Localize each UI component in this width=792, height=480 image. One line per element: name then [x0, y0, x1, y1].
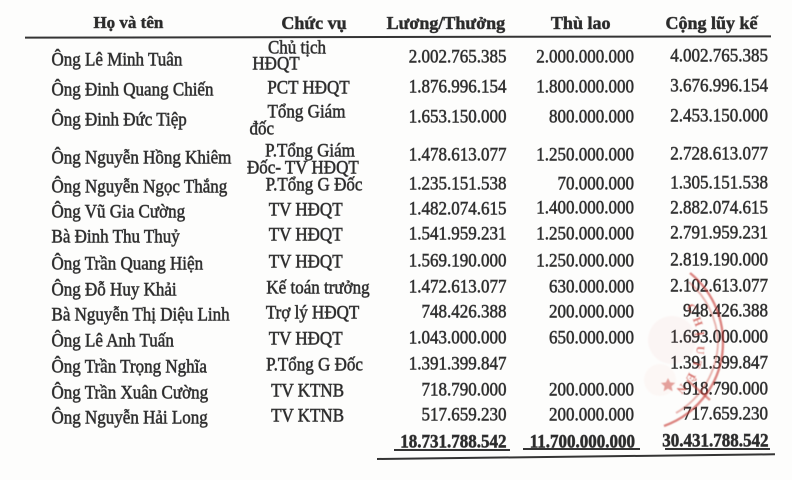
svg-text:C: C: [684, 302, 699, 316]
svg-text:T: T: [690, 359, 704, 370]
svg-text:U: U: [693, 346, 706, 356]
svg-text:Ị: Ị: [693, 331, 706, 338]
svg-text:H: H: [690, 316, 704, 329]
